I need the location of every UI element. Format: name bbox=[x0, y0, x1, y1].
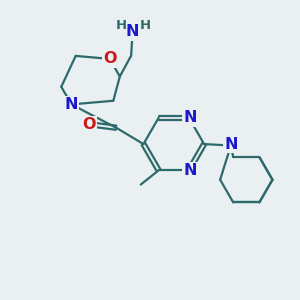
Text: O: O bbox=[103, 51, 116, 66]
Text: N: N bbox=[126, 24, 140, 39]
Text: N: N bbox=[184, 110, 197, 125]
Text: O: O bbox=[82, 117, 96, 132]
Text: H: H bbox=[116, 19, 127, 32]
Text: N: N bbox=[184, 163, 197, 178]
Text: N: N bbox=[224, 136, 238, 152]
Text: N: N bbox=[65, 97, 78, 112]
Text: H: H bbox=[140, 19, 151, 32]
